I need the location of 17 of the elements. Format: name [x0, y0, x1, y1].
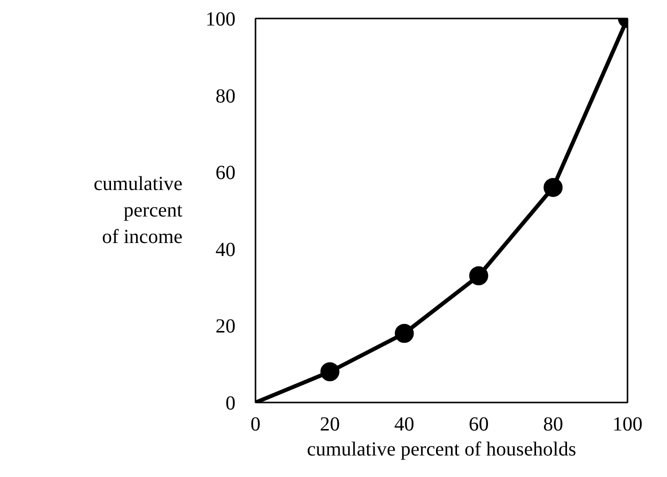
- x-axis-title: cumulative percent of households: [306, 438, 576, 460]
- x-tick-label: 20: [320, 414, 340, 436]
- x-tick-label: 100: [612, 414, 642, 436]
- line-series: [256, 18, 628, 402]
- y-tick-label: 40: [216, 238, 236, 261]
- y-tick-label: 0: [226, 392, 236, 414]
- y-tick-label: 80: [216, 85, 236, 108]
- x-tick-label: 80: [543, 414, 564, 436]
- point: [320, 362, 340, 382]
- point: [394, 324, 414, 343]
- x-tick-label: 40: [394, 414, 414, 436]
- y-axis-title: cumulative percent of income: [94, 173, 183, 248]
- y-tick-label: 20: [216, 316, 236, 338]
- x-tick-label: 0: [250, 414, 260, 436]
- y-tick-label: 100: [206, 8, 236, 30]
- x-tick-label: 60: [468, 414, 489, 436]
- y-tick-label: 60: [216, 162, 236, 184]
